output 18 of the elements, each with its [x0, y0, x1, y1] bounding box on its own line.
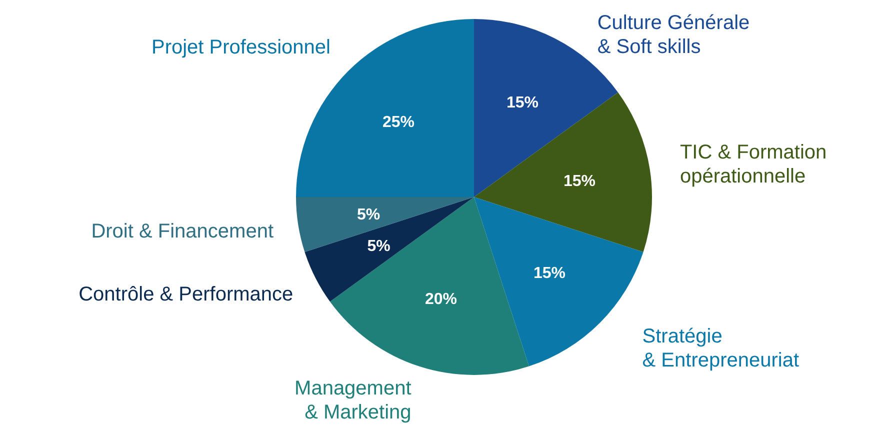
data-label: 5% [356, 206, 380, 224]
pie-slice [330, 197, 530, 375]
slice-label: Projet Professionnel [151, 36, 330, 58]
data-label: 15% [506, 94, 538, 112]
slice-label: Culture Générale & Soft skills [597, 12, 750, 58]
pie-slice [474, 92, 652, 252]
data-label: 15% [563, 172, 596, 190]
slice-label: Management & Marketing [294, 378, 412, 424]
pie-slice [296, 197, 474, 252]
data-label: 15% [534, 265, 566, 282]
data-label: 20% [424, 291, 458, 308]
data-label: 25% [382, 114, 414, 132]
pie-slice [474, 197, 644, 366]
data-label: 5% [367, 238, 390, 256]
slice-label: Droit & Financement [91, 220, 274, 242]
slice-label: TIC & Formation opérationnelle [680, 142, 827, 188]
slice-label: Contrôle & Performance [78, 284, 294, 306]
slice-label: Stratégie & Entrepreneuriat [642, 326, 800, 372]
